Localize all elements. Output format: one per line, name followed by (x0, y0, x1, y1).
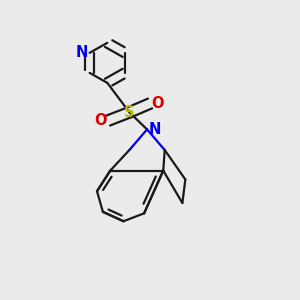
Text: O: O (94, 113, 107, 128)
Text: N: N (76, 45, 88, 60)
Text: N: N (148, 122, 161, 137)
Text: O: O (152, 96, 164, 111)
Text: S: S (124, 105, 135, 120)
